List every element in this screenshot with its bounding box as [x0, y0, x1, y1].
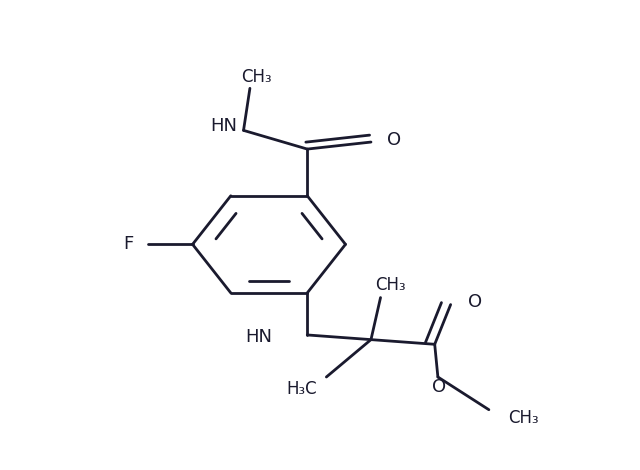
Text: CH₃: CH₃ [241, 68, 271, 86]
Text: HN: HN [245, 328, 272, 346]
Text: H₃C: H₃C [286, 380, 317, 398]
Text: O: O [432, 378, 446, 396]
Text: O: O [387, 131, 401, 149]
Text: O: O [468, 293, 483, 311]
Text: F: F [124, 235, 134, 253]
Text: CH₃: CH₃ [375, 276, 405, 294]
Text: HN: HN [210, 117, 237, 135]
Text: CH₃: CH₃ [508, 409, 539, 427]
